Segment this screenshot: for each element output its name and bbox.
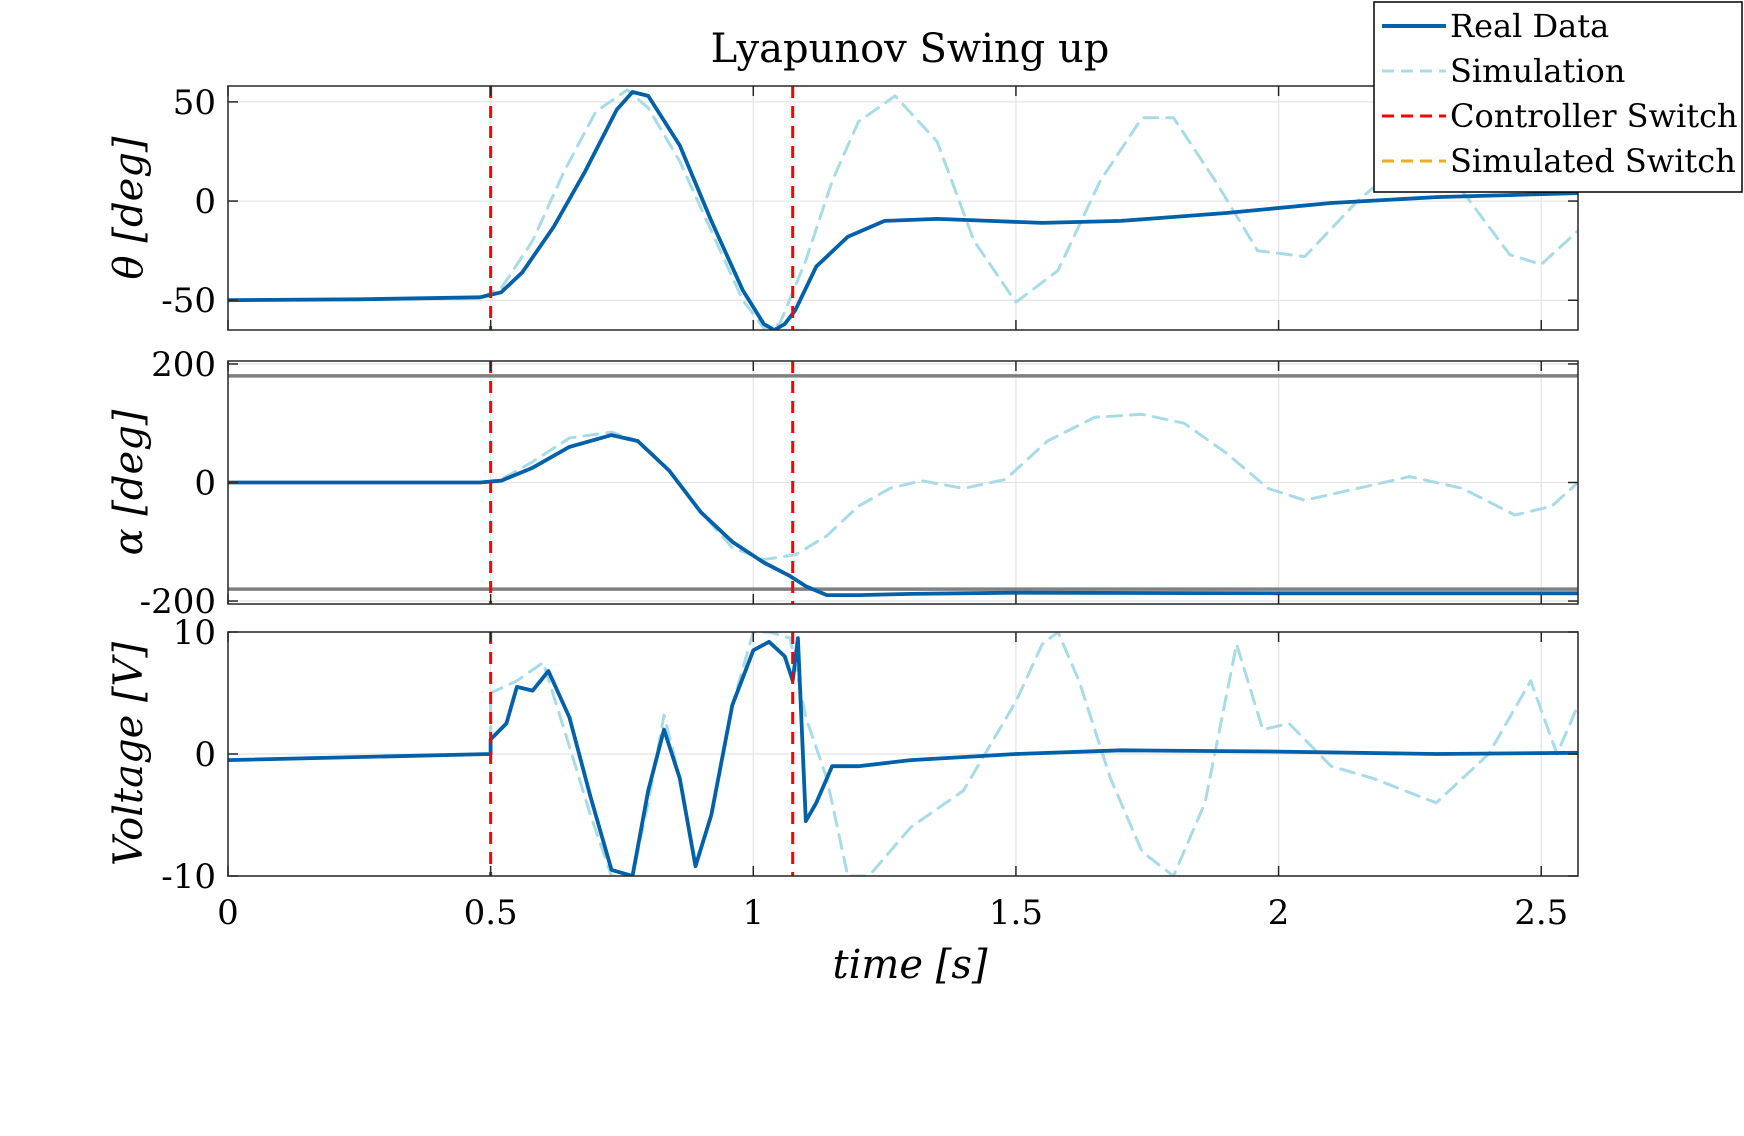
- series-simulation-line: [228, 88, 1578, 330]
- x-tick-label: 2.5: [1514, 893, 1568, 933]
- series-simulation-line: [228, 632, 1578, 876]
- panel-theta-frame: [227, 85, 1579, 331]
- y-tick-label: -200: [140, 582, 216, 622]
- series-real-data-line: [228, 90, 1578, 330]
- y-tick-label: 0: [194, 735, 216, 775]
- panel-theta-xtick-marks: [227, 86, 1542, 330]
- legend-label: Real Data: [1450, 7, 1609, 45]
- panel-alpha-plot-area: [228, 361, 1578, 604]
- panel-theta: 50 0 -50 θ [deg]: [106, 83, 1579, 331]
- x-tick-label: 0.5: [464, 893, 518, 933]
- panel-voltage-ylabel: Voltage [V]: [106, 642, 152, 866]
- x-tick-label: 1.5: [989, 893, 1043, 933]
- y-tick-label: 200: [151, 345, 216, 385]
- panel-voltage-xtick-marks: [227, 632, 1542, 876]
- panel-theta-plot-area: [228, 86, 1578, 330]
- x-axis-label: time [s]: [833, 942, 988, 988]
- legend-box: [1373, 1, 1743, 193]
- panel-alpha-xtick-marks: [227, 361, 1542, 604]
- legend-label: Controller Switch: [1450, 97, 1738, 135]
- panel-theta-yticks: 50 0 -50: [161, 83, 1578, 321]
- panel-theta-background: [228, 86, 1578, 330]
- panel-theta-ylabel: θ [deg]: [106, 136, 152, 279]
- panel-voltage-plot-area: [228, 632, 1578, 876]
- panel-alpha-ylabel: α [deg]: [106, 409, 152, 555]
- panel-voltage-yticks: 10 0 -10: [161, 613, 1578, 897]
- y-tick-label: -10: [161, 857, 216, 897]
- x-tick-labels: 0 0.5 1 1.5 2 2.5: [217, 893, 1568, 933]
- chart-title: Lyapunov Swing up: [711, 26, 1110, 72]
- x-tick-label: 2: [1268, 893, 1290, 933]
- x-tick-label: 0: [217, 893, 239, 933]
- legend-label: Simulated Switch: [1450, 142, 1736, 180]
- legend: Real Data Simulation Controller Switch Simu…: [1373, 1, 1743, 193]
- x-tick-label: 1: [742, 893, 764, 933]
- panel-alpha: 200 0 -200 α [deg]: [106, 345, 1579, 622]
- legend-label: Simulation: [1450, 52, 1625, 90]
- y-tick-label: -50: [161, 281, 216, 321]
- y-tick-label: 0: [194, 464, 216, 504]
- series-real-data-line: [228, 636, 1578, 876]
- panel-alpha-yticks: 200 0 -200: [140, 345, 1578, 622]
- series-simulation-line: [228, 412, 1578, 561]
- panel-voltage: 10 0 -10 Voltage [V]: [106, 613, 1579, 897]
- y-tick-label: 10: [173, 613, 216, 653]
- y-tick-label: 0: [194, 182, 216, 222]
- series-real-data-line: [228, 433, 1578, 597]
- y-tick-label: 50: [173, 83, 216, 123]
